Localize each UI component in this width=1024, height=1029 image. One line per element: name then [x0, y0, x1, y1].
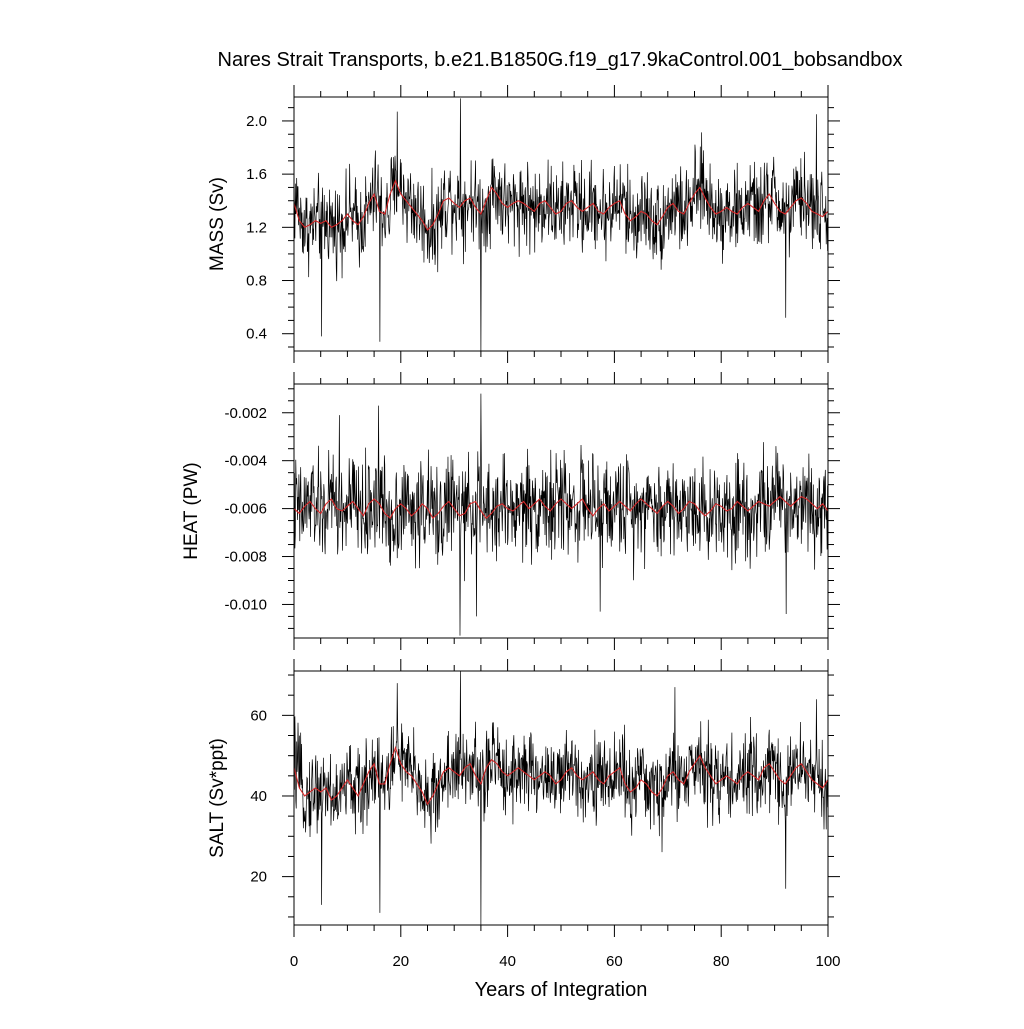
- series-annual-line: [294, 179, 828, 231]
- x-tick-label: 100: [815, 953, 840, 970]
- y-tick-label: 1.6: [246, 166, 267, 183]
- x-tick-label: 20: [392, 953, 409, 970]
- x-axis-label: Years of Integration: [475, 979, 648, 1001]
- y-tick-label: 0.4: [246, 326, 267, 343]
- y-axis-label: SALT (Sv*ppt): [207, 738, 228, 858]
- x-tick-label: 80: [713, 953, 730, 970]
- y-tick-label: 1.2: [246, 219, 267, 236]
- panel-salt: 20 40 60 SALT (Sv*ppt): [207, 659, 840, 937]
- x-tick-label: 0: [290, 953, 298, 970]
- series-annual-line: [294, 495, 828, 520]
- series-monthly-line: [294, 98, 828, 351]
- series-annual-line: [294, 745, 828, 806]
- y-tick-label: 60: [250, 707, 267, 724]
- y-tick-label: -0.006: [224, 501, 267, 518]
- x-tick-label: 60: [606, 953, 623, 970]
- y-tick-label: 40: [250, 788, 267, 805]
- y-axis-label: HEAT (PW): [181, 462, 202, 559]
- y-axis-label: MASS (Sv): [207, 177, 228, 271]
- x-tick-label: 40: [499, 953, 516, 970]
- y-tick-label: -0.002: [224, 405, 267, 422]
- y-tick-label: 20: [250, 869, 267, 886]
- series-monthly-line: [294, 393, 828, 636]
- y-tick-label: -0.004: [224, 453, 267, 470]
- y-tick-label: -0.010: [224, 596, 267, 613]
- series-monthly-line: [294, 671, 828, 925]
- y-tick-label: -0.008: [224, 549, 267, 566]
- panel-mass: 0.4 0.8 1.2 1.6 2.0 MASS (Sv): [207, 85, 840, 363]
- chart-title: Nares Strait Transports, b.e21.B1850G.f1…: [218, 49, 903, 71]
- panel-heat: -0.010 -0.008 -0.006 -0.004 -0.002 HEAT (PW): [181, 372, 840, 650]
- y-tick-label: 0.8: [246, 273, 267, 290]
- y-tick-label: 2.0: [246, 113, 267, 130]
